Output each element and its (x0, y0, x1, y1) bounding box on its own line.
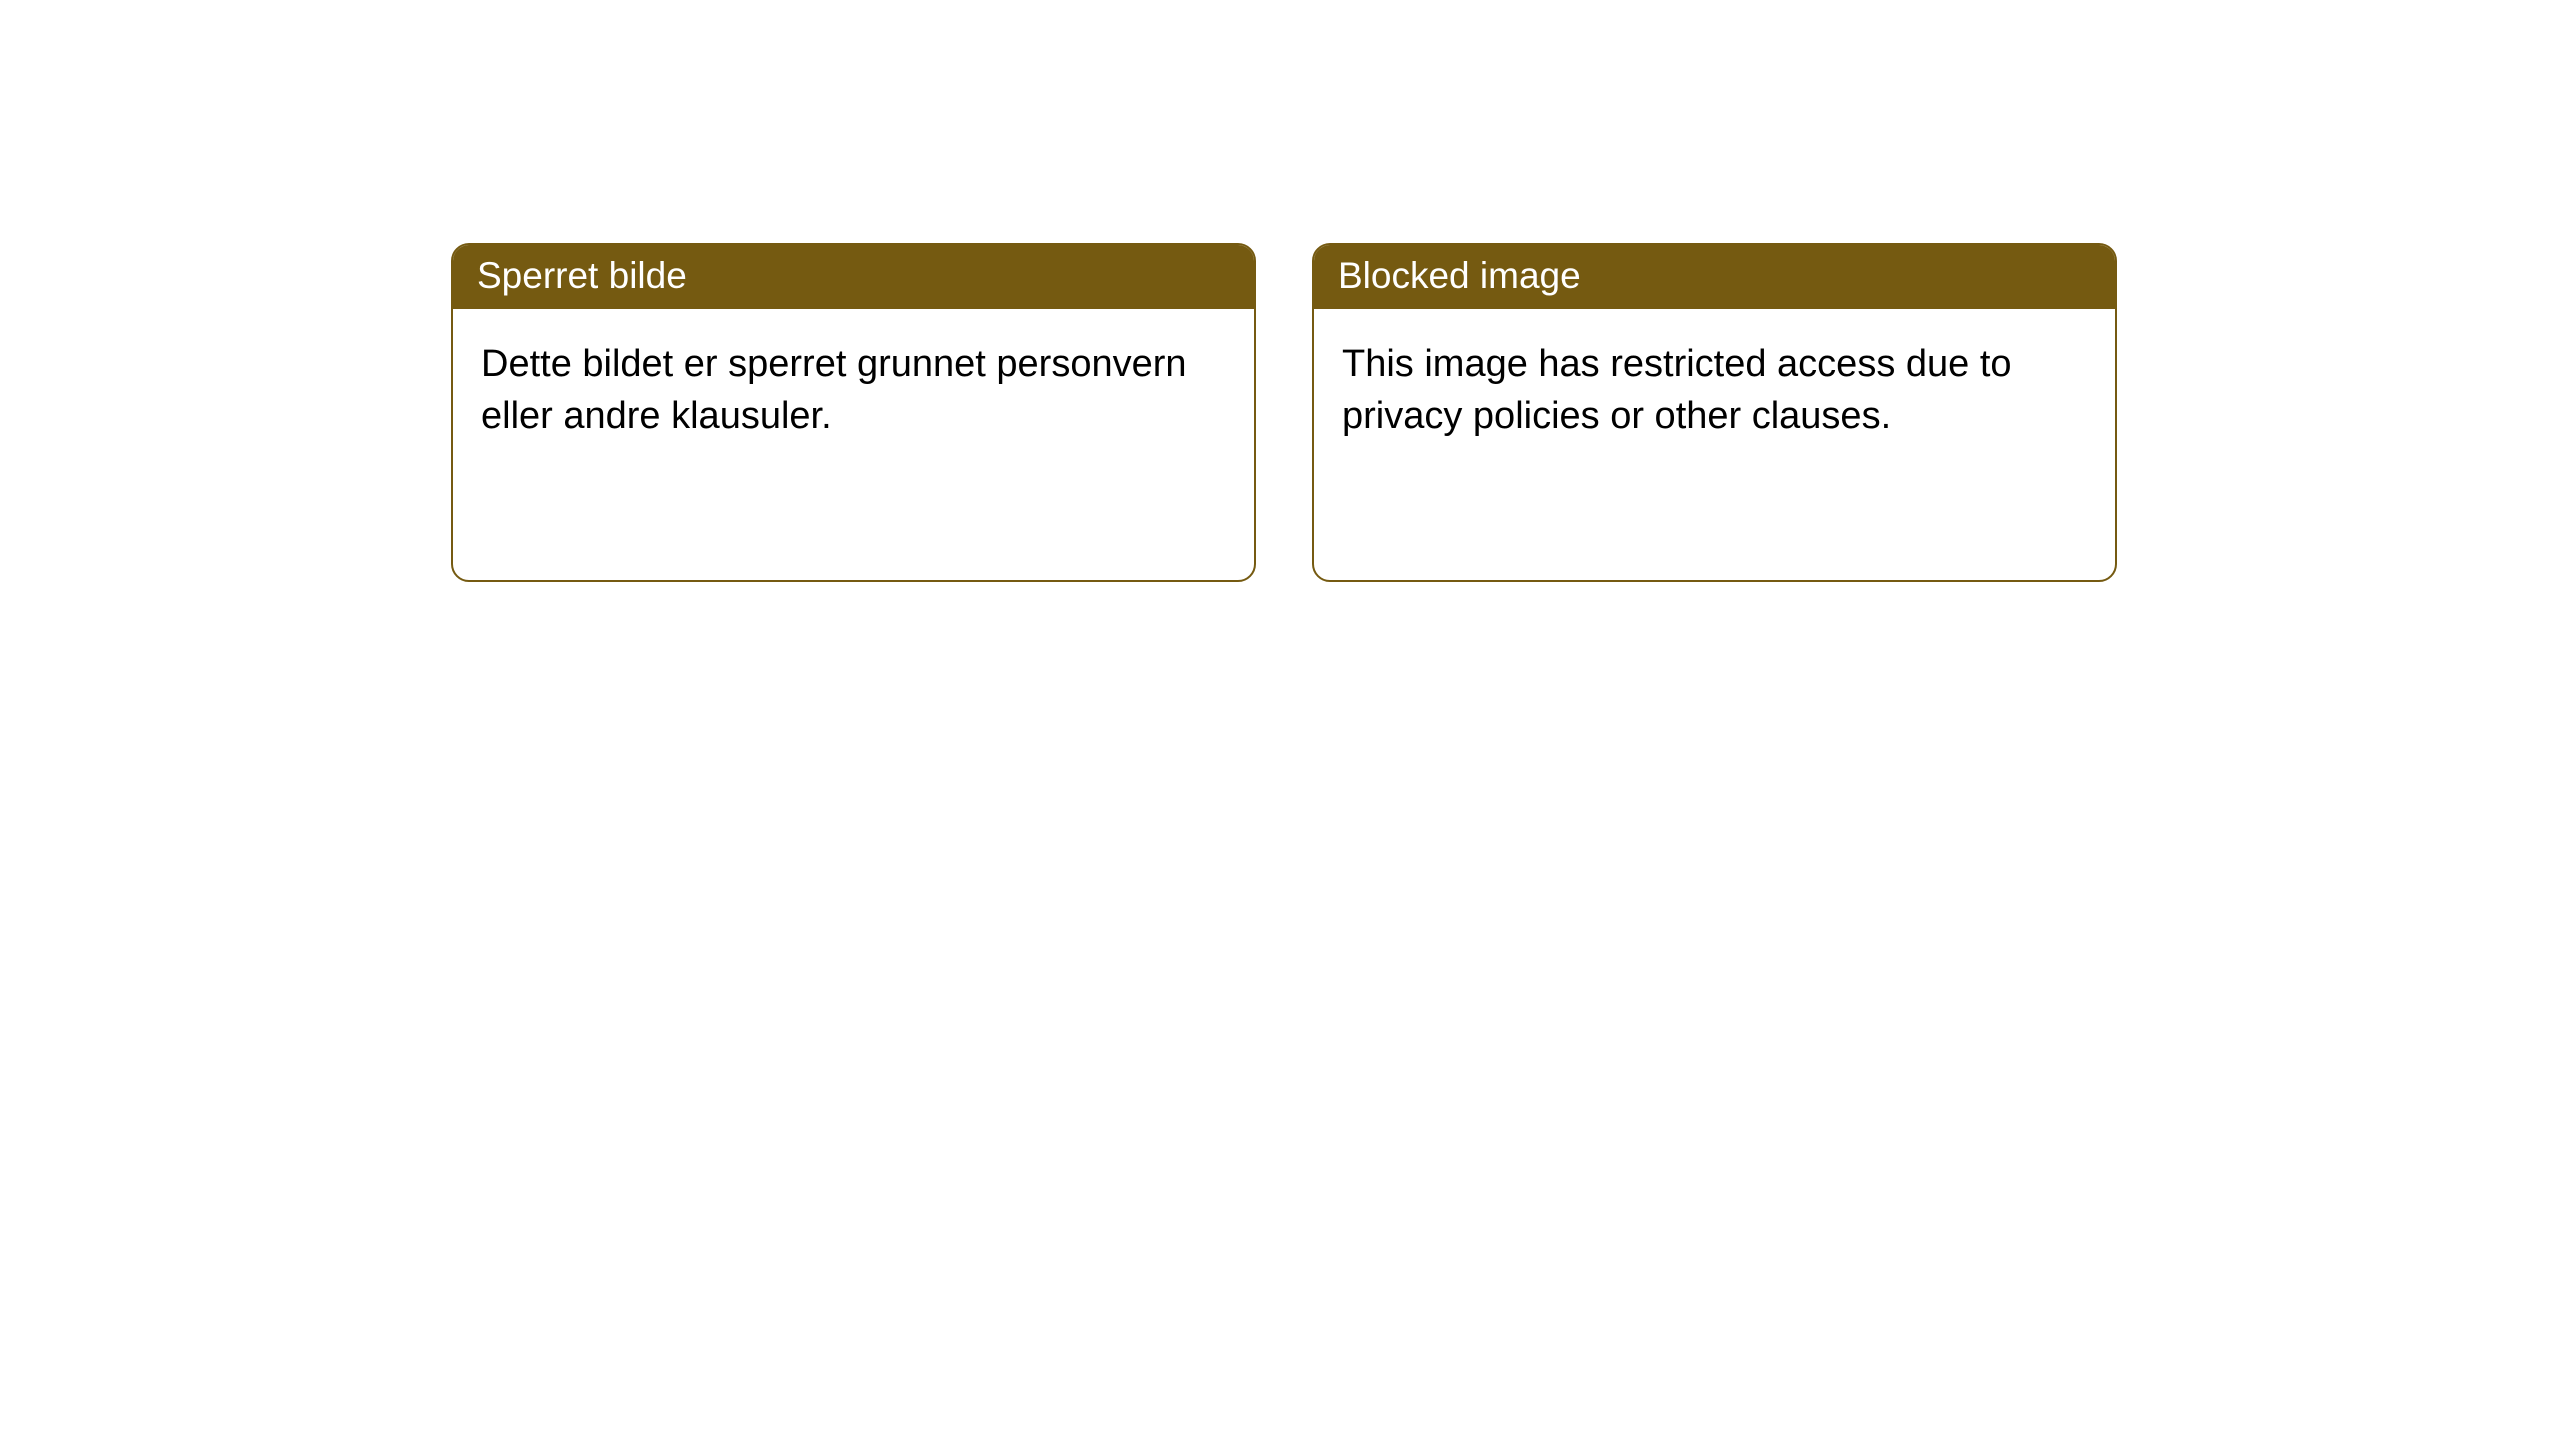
notice-card-norwegian: Sperret bilde Dette bildet er sperret gr… (451, 243, 1256, 582)
notice-header: Sperret bilde (453, 245, 1254, 309)
notice-card-english: Blocked image This image has restricted … (1312, 243, 2117, 582)
notice-container: Sperret bilde Dette bildet er sperret gr… (0, 0, 2560, 582)
notice-header: Blocked image (1314, 245, 2115, 309)
notice-body: Dette bildet er sperret grunnet personve… (453, 309, 1254, 472)
notice-body: This image has restricted access due to … (1314, 309, 2115, 472)
